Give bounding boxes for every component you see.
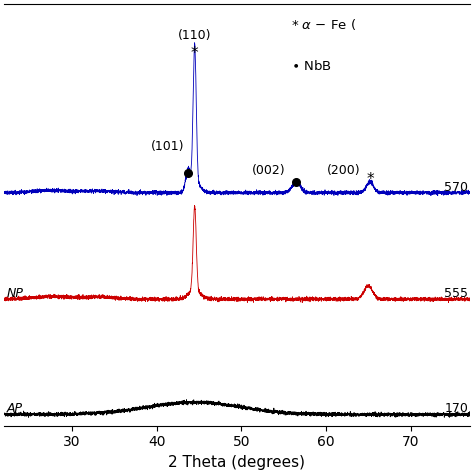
Text: *: * (366, 172, 374, 187)
Text: $\bullet$ NbB: $\bullet$ NbB (291, 59, 331, 73)
Text: 570: 570 (444, 181, 468, 194)
Text: NP: NP (7, 287, 24, 300)
Text: * $\alpha$ $-$ Fe (: * $\alpha$ $-$ Fe ( (291, 17, 356, 32)
Text: (110): (110) (178, 29, 211, 42)
Text: *: * (191, 46, 199, 61)
Text: (101): (101) (151, 140, 184, 153)
X-axis label: 2 Theta (degrees): 2 Theta (degrees) (168, 455, 306, 470)
Text: 170: 170 (444, 402, 468, 415)
Text: AP: AP (7, 402, 23, 415)
Text: 555: 555 (444, 287, 468, 300)
Text: (200): (200) (327, 164, 361, 177)
Text: (002): (002) (252, 164, 285, 177)
